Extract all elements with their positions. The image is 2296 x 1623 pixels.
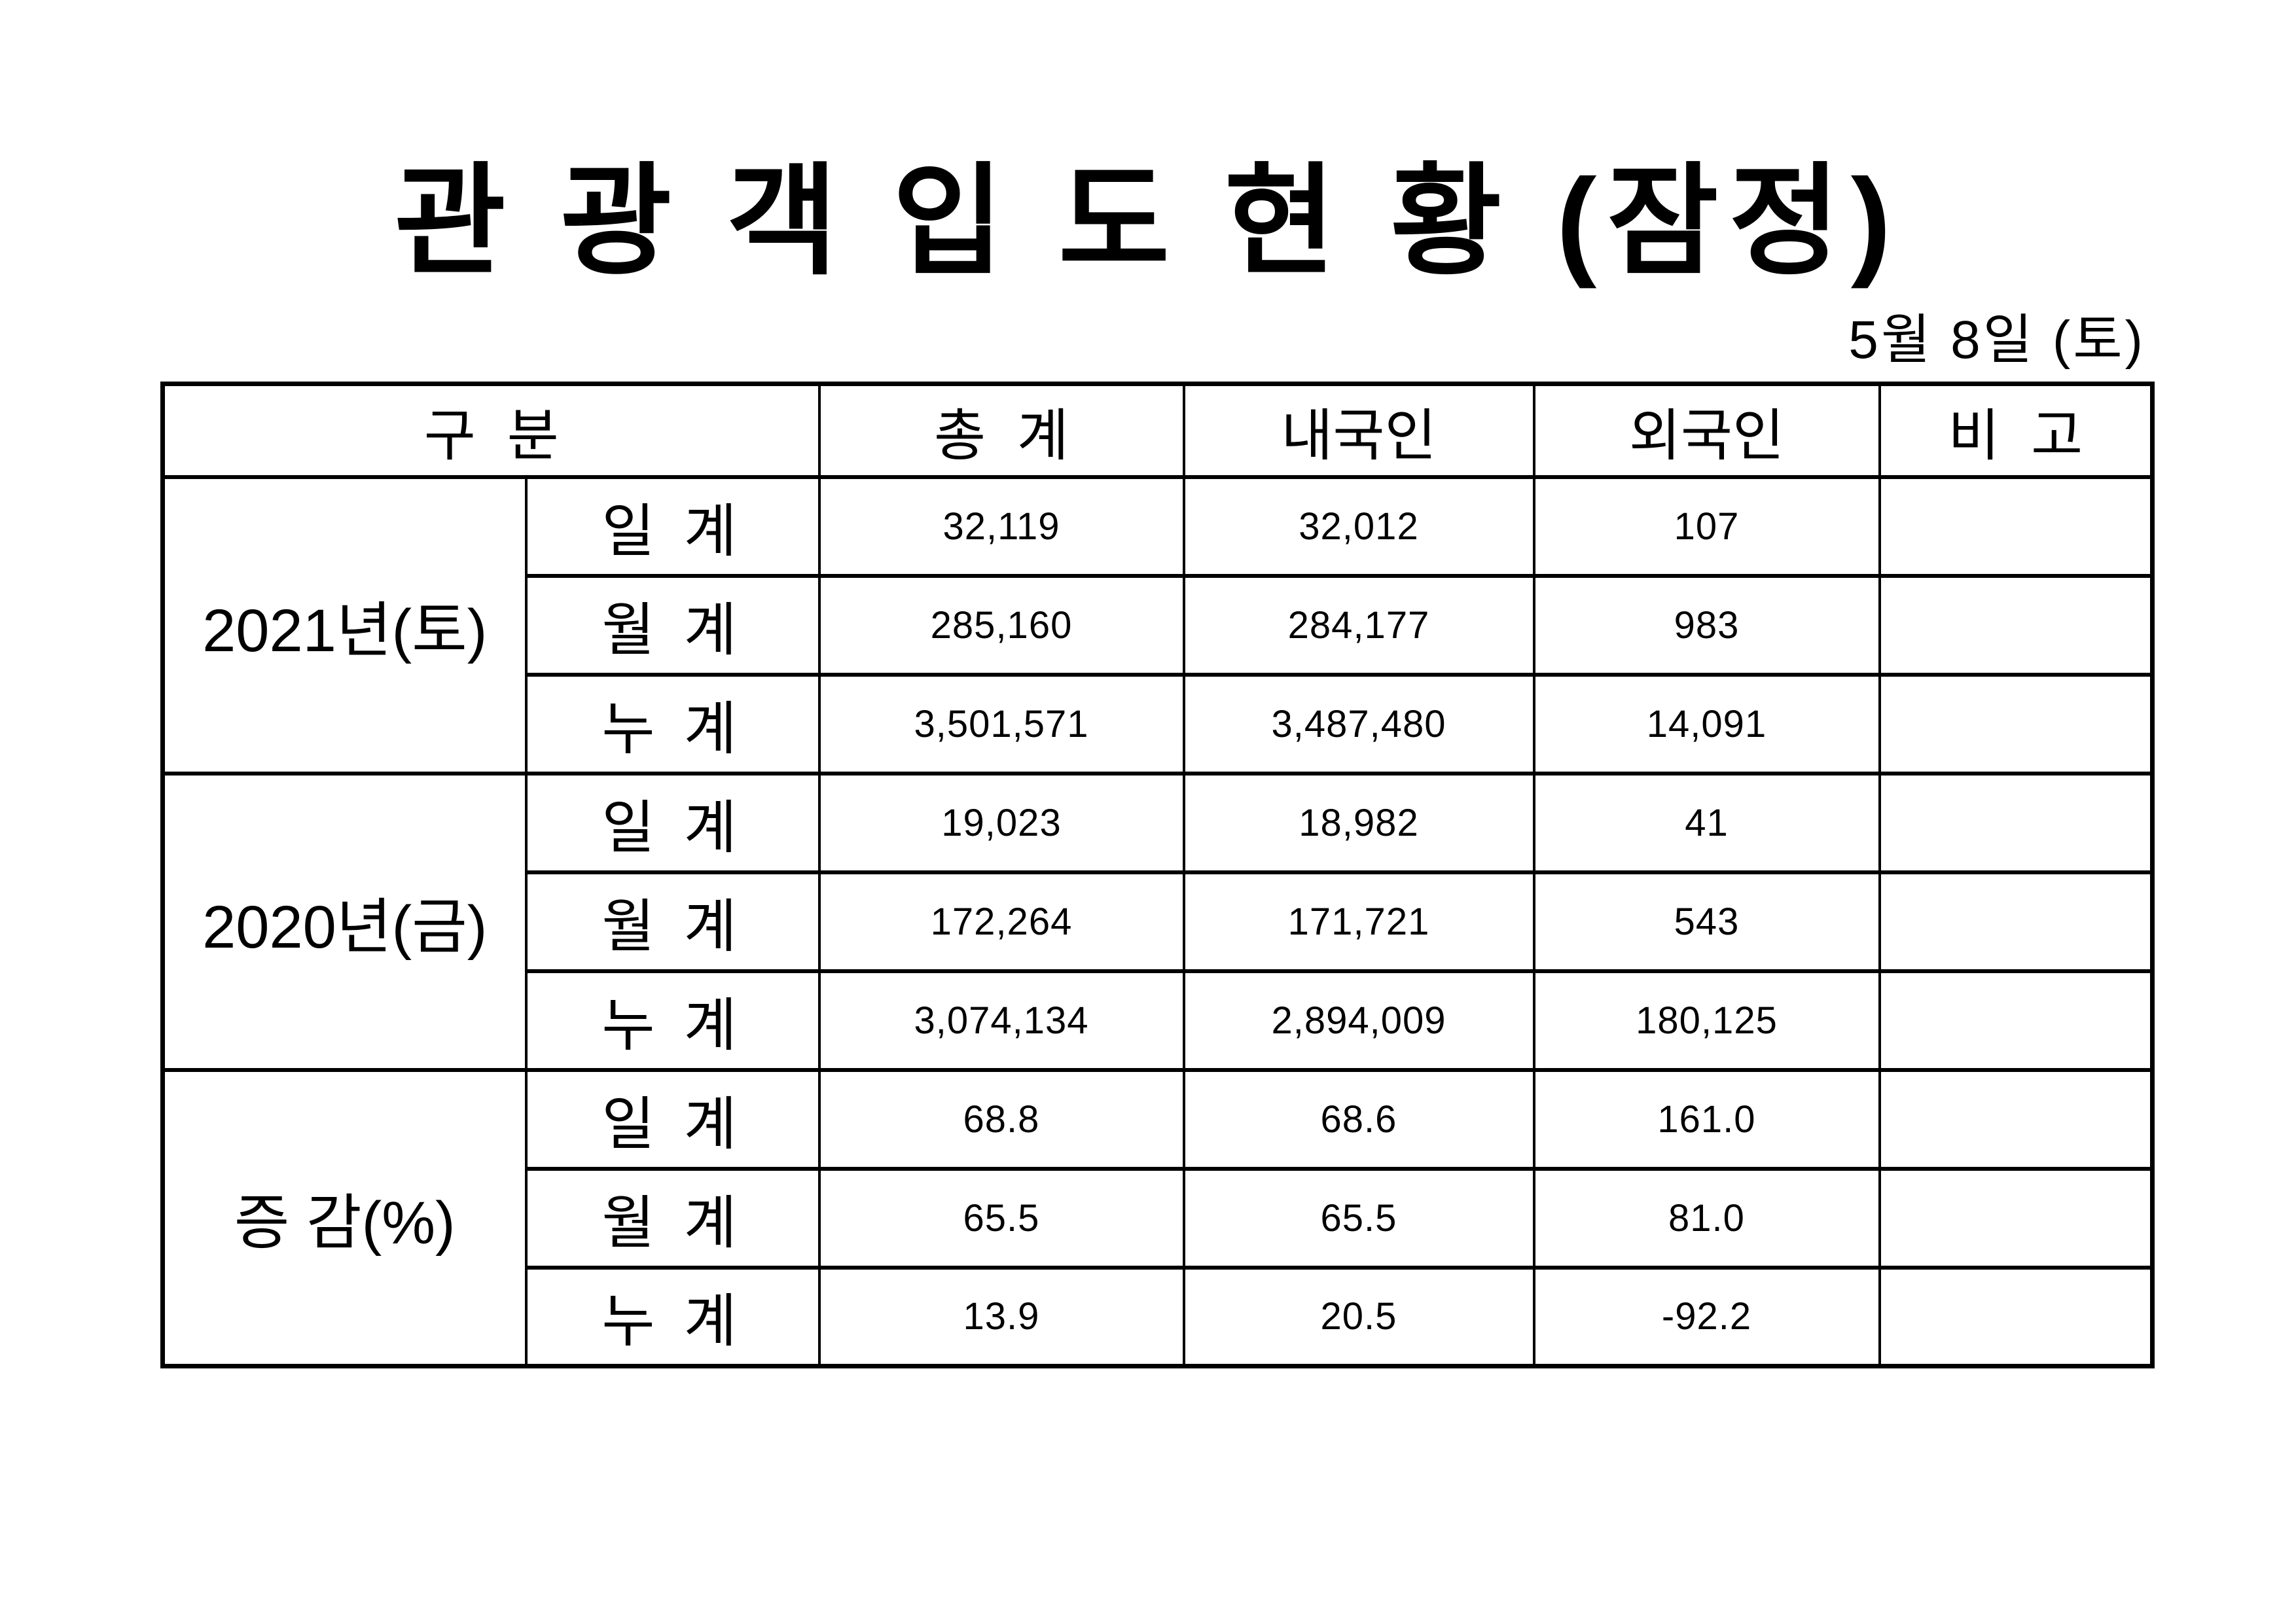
- table-row-2020-monthly: 월 계 172,264 171,721 543: [163, 870, 2154, 973]
- domestic-value: 2,894,009: [1182, 969, 1535, 1072]
- note-value: [1878, 771, 2154, 874]
- header-total: 총 계: [817, 382, 1185, 479]
- table-row-2020-cumulative: 누 계 3,074,134 2,894,009 180,125: [163, 969, 2154, 1072]
- period-label: 월 계: [524, 573, 821, 677]
- total-value: 32,119: [817, 474, 1185, 578]
- table-row-change-cumulative: 누 계 13.9 20.5 -92.2: [163, 1265, 2154, 1368]
- domestic-value: 171,721: [1182, 870, 1535, 973]
- period-label: 일 계: [524, 474, 821, 578]
- header-category: 구 분: [161, 382, 821, 479]
- group-label-2021: 2021년(토): [161, 474, 528, 776]
- total-value: 285,160: [817, 573, 1185, 677]
- total-value: 172,264: [817, 870, 1185, 973]
- group-label-change: 증 감(%): [161, 1067, 528, 1368]
- foreign-value: -92.2: [1532, 1265, 1881, 1368]
- note-value: [1878, 1067, 2154, 1171]
- total-value: 19,023: [817, 771, 1185, 874]
- table-row-2021-daily: 2021년(토) 일 계 32,119 32,012 107: [161, 474, 2154, 776]
- note-value: [1878, 573, 2154, 677]
- total-value: 3,074,134: [817, 969, 1185, 1072]
- header-domestic: 내국인: [1182, 382, 1535, 479]
- note-value: [1878, 474, 2154, 578]
- period-label: 월 계: [524, 1166, 821, 1270]
- foreign-value: 107: [1532, 474, 1881, 578]
- domestic-value: 32,012: [1182, 474, 1535, 578]
- total-value: 13.9: [817, 1265, 1185, 1368]
- report-date: 5월 8일 (토): [1848, 310, 2145, 370]
- note-value: [1878, 1166, 2154, 1270]
- group-label-2020: 2020년(금): [161, 771, 528, 1072]
- foreign-value: 14,091: [1532, 672, 1881, 776]
- domestic-value: 3,487,480: [1182, 672, 1535, 776]
- period-label: 월 계: [524, 870, 821, 973]
- page-title: 관 광 객 입 도 현 황 (잠정): [394, 154, 1902, 289]
- tourist-arrivals-table: 구 분 총 계 내국인 외국인 비 고 2021년(토) 일 계 32,119 …: [160, 382, 2155, 1368]
- header-note: 비 고: [1878, 382, 2154, 479]
- note-value: [1878, 1265, 2154, 1368]
- total-value: 3,501,571: [817, 672, 1185, 776]
- foreign-value: 161.0: [1532, 1067, 1881, 1171]
- table-row-change-daily: 증 감(%) 일 계 68.8 68.6 161.0: [161, 1067, 2154, 1368]
- note-value: [1878, 672, 2154, 776]
- table-row-2021-monthly: 월 계 285,160 284,177 983: [163, 573, 2154, 677]
- note-value: [1878, 969, 2154, 1072]
- note-value: [1878, 870, 2154, 973]
- foreign-value: 81.0: [1532, 1166, 1881, 1270]
- foreign-value: 543: [1532, 870, 1881, 973]
- domestic-value: 18,982: [1182, 771, 1535, 874]
- table-row-2020-daily: 2020년(금) 일 계 19,023 18,982 41: [161, 771, 2154, 1072]
- domestic-value: 284,177: [1182, 573, 1535, 677]
- period-label: 일 계: [524, 771, 821, 874]
- table-row-2021-cumulative: 누 계 3,501,571 3,487,480 14,091: [163, 672, 2154, 776]
- table-row-change-monthly: 월 계 65.5 65.5 81.0: [163, 1166, 2154, 1270]
- domestic-value: 20.5: [1182, 1265, 1535, 1368]
- period-label: 누 계: [524, 969, 821, 1072]
- foreign-value: 983: [1532, 573, 1881, 677]
- foreign-value: 180,125: [1532, 969, 1881, 1072]
- total-value: 68.8: [817, 1067, 1185, 1171]
- header-foreign: 외국인: [1532, 382, 1881, 479]
- period-label: 누 계: [524, 672, 821, 776]
- foreign-value: 41: [1532, 771, 1881, 874]
- domestic-value: 65.5: [1182, 1166, 1535, 1270]
- period-label: 일 계: [524, 1067, 821, 1171]
- total-value: 65.5: [817, 1166, 1185, 1270]
- domestic-value: 68.6: [1182, 1067, 1535, 1171]
- header-row: 구 분 총 계 내국인 외국인 비 고: [161, 382, 2154, 479]
- period-label: 누 계: [524, 1265, 821, 1368]
